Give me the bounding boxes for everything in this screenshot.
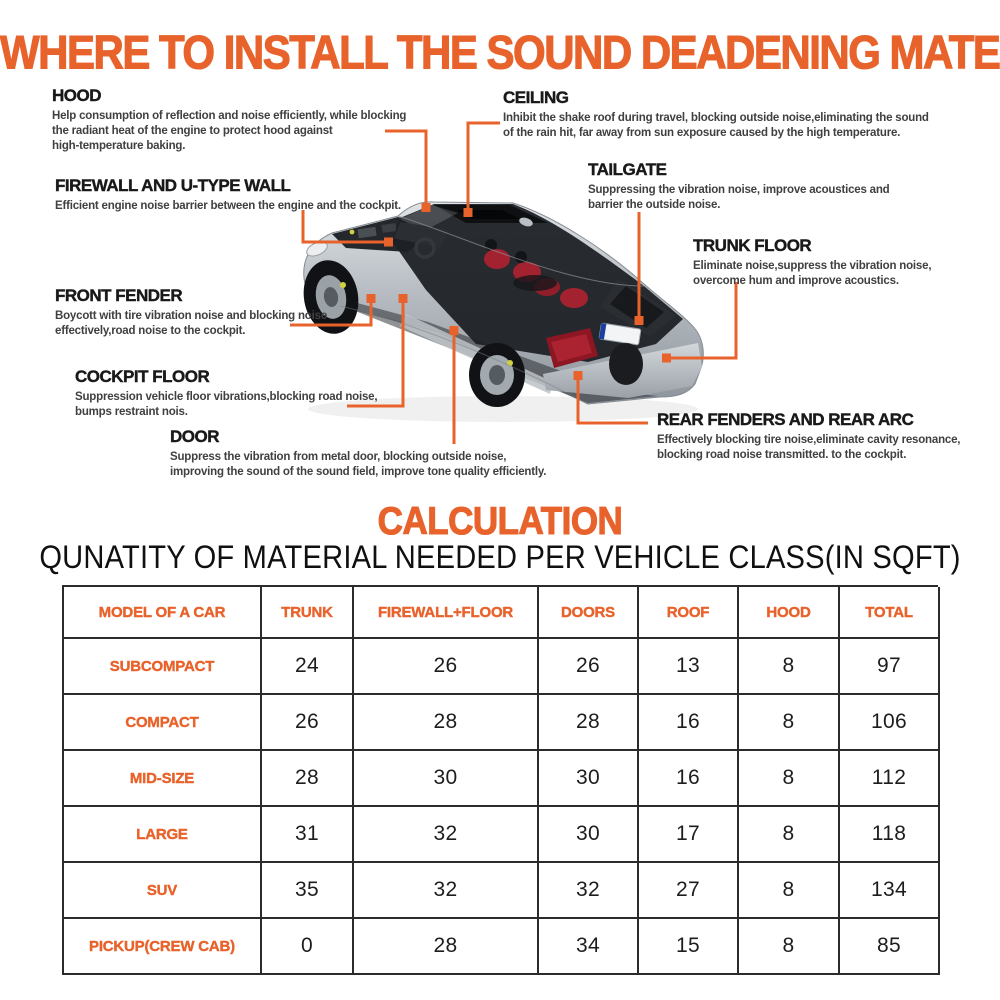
table-row-label: MID-SIZE xyxy=(64,751,262,807)
label-hood-heading: HOOD xyxy=(52,86,102,105)
car-illustration-svg xyxy=(303,201,704,422)
table-cell: 0 xyxy=(262,919,354,975)
table-row-label: SUBCOMPACT xyxy=(64,639,262,695)
table-cell: 26 xyxy=(354,639,539,695)
label-tailgate-body: Suppressing the vibration noise, improve… xyxy=(588,184,890,211)
label-trunk-floor-body: Eliminate noise,suppress the vibration n… xyxy=(693,260,932,287)
label-ceiling-body: Inhibit the shake roof during travel, bl… xyxy=(503,112,929,139)
table-cell: 32 xyxy=(539,863,639,919)
label-hood: HOOD Help consumption of reflection and … xyxy=(52,86,407,154)
label-tailgate-heading: TAILGATE xyxy=(588,160,667,179)
table-cell: 8 xyxy=(739,863,840,919)
label-rear-fenders: REAR FENDERS AND REAR ARC Effectively bl… xyxy=(657,410,961,463)
label-trunk-floor: TRUNK FLOOR Eliminate noise,suppress the… xyxy=(693,236,932,289)
table-cell: 27 xyxy=(639,863,739,919)
label-firewall-heading: FIREWALL AND U-TYPE WALL xyxy=(55,176,291,195)
table-cell: 32 xyxy=(354,807,539,863)
table-cell: 8 xyxy=(739,807,840,863)
table-header-cell: TRUNK xyxy=(262,587,354,639)
label-rear-fenders-heading: REAR FENDERS AND REAR ARC xyxy=(657,410,914,429)
label-door-body: Suppress the vibration from metal door, … xyxy=(170,451,547,478)
table-cell: 17 xyxy=(639,807,739,863)
label-cockpit-floor-body: Suppression vehicle floor vibrations,blo… xyxy=(75,391,378,418)
table-cell: 28 xyxy=(539,695,639,751)
table-cell: 35 xyxy=(262,863,354,919)
table-header-cell: HOOD xyxy=(739,587,840,639)
label-door: DOOR Suppress the vibration from metal d… xyxy=(170,427,547,480)
label-cockpit-floor-heading: COCKPIT FLOOR xyxy=(75,367,210,386)
table-cell: 30 xyxy=(539,751,639,807)
table-cell: 134 xyxy=(840,863,940,919)
table-cell: 28 xyxy=(354,695,539,751)
label-firewall: FIREWALL AND U-TYPE WALL Efficient engin… xyxy=(55,176,401,214)
calculation-title: CALCULATION xyxy=(377,499,623,543)
table-cell: 16 xyxy=(639,695,739,751)
calculation-table: MODEL OF A CAR TRUNK FIREWALL+FLOOR DOORS RO… xyxy=(62,585,940,975)
table-cell: 30 xyxy=(539,807,639,863)
table-cell: 8 xyxy=(739,695,840,751)
table-cell: 97 xyxy=(840,639,940,695)
table-header-cell: TOTAL xyxy=(840,587,940,639)
label-front-fender: FRONT FENDER Boycott with tire vibration… xyxy=(55,286,327,339)
table-row-label: LARGE xyxy=(64,807,262,863)
table-cell: 8 xyxy=(739,919,840,975)
table-cell: 26 xyxy=(262,695,354,751)
table-cell: 15 xyxy=(639,919,739,975)
label-ceiling-heading: CEILING xyxy=(503,88,569,107)
table-header-cell: ROOF xyxy=(639,587,739,639)
table-cell: 30 xyxy=(354,751,539,807)
label-hood-body: Help consumption of reflection and noise… xyxy=(52,110,407,152)
table-header-cell: MODEL OF A CAR xyxy=(64,587,262,639)
car-cutaway-illustration xyxy=(288,186,708,431)
table-header-cell: FIREWALL+FLOOR xyxy=(354,587,539,639)
label-trunk-floor-heading: TRUNK FLOOR xyxy=(693,236,812,255)
label-front-fender-body: Boycott with tire vibration noise and bl… xyxy=(55,310,328,337)
label-tailgate: TAILGATE Suppressing the vibration noise… xyxy=(588,160,890,213)
table-cell: 112 xyxy=(840,751,940,807)
label-front-fender-heading: FRONT FENDER xyxy=(55,286,183,305)
table-cell: 26 xyxy=(539,639,639,695)
table-cell: 28 xyxy=(262,751,354,807)
table-cell: 24 xyxy=(262,639,354,695)
table-cell: 85 xyxy=(840,919,940,975)
page-title: WHERE TO INSTALL THE SOUND DEADENING MAT… xyxy=(0,25,1000,79)
table-row-label: PICKUP(CREW CAB) xyxy=(64,919,262,975)
table-row-label: COMPACT xyxy=(64,695,262,751)
label-cockpit-floor: COCKPIT FLOOR Suppression vehicle floor … xyxy=(75,367,378,420)
calculation-subtitle: QUNATITY OF MATERIAL NEEDED PER VEHICLE … xyxy=(39,540,961,576)
table-cell: 8 xyxy=(739,751,840,807)
label-door-heading: DOOR xyxy=(170,427,220,446)
table-cell: 13 xyxy=(639,639,739,695)
label-firewall-body: Efficient engine noise barrier between t… xyxy=(55,200,401,212)
label-ceiling: CEILING Inhibit the shake roof during tr… xyxy=(503,88,929,141)
label-rear-fenders-body: Effectively blocking tire noise,eliminat… xyxy=(657,434,961,461)
table-cell: 106 xyxy=(840,695,940,751)
table-header-cell: DOORS xyxy=(539,587,639,639)
table-cell: 31 xyxy=(262,807,354,863)
table-cell: 8 xyxy=(739,639,840,695)
table-row-label: SUV xyxy=(64,863,262,919)
table-cell: 28 xyxy=(354,919,539,975)
table-cell: 16 xyxy=(639,751,739,807)
table-cell: 34 xyxy=(539,919,639,975)
table-cell: 118 xyxy=(840,807,940,863)
table-cell: 32 xyxy=(354,863,539,919)
